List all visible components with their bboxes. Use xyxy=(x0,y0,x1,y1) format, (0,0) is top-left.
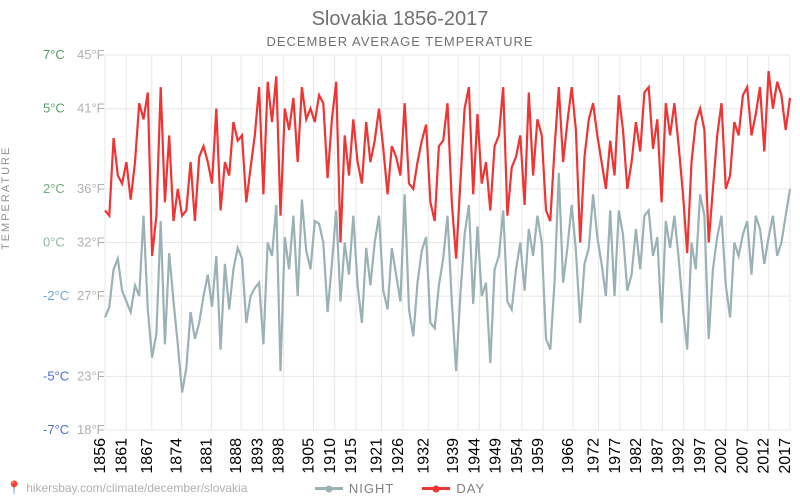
legend-swatch xyxy=(315,487,343,490)
svg-text:0°C: 0°C xyxy=(43,235,65,250)
svg-text:2017: 2017 xyxy=(777,438,794,474)
svg-text:1959: 1959 xyxy=(530,438,547,474)
svg-text:45°F: 45°F xyxy=(77,47,105,62)
series-group xyxy=(105,71,790,392)
legend-item-night: NIGHT xyxy=(315,481,394,496)
attribution-text: hikersbay.com/climate/december/slovakia xyxy=(26,481,247,495)
svg-text:36°F: 36°F xyxy=(77,181,105,196)
svg-text:1939: 1939 xyxy=(445,438,462,474)
svg-text:1982: 1982 xyxy=(628,438,645,474)
svg-text:1898: 1898 xyxy=(271,438,288,474)
svg-text:1926: 1926 xyxy=(390,438,407,474)
legend-swatch xyxy=(422,487,450,490)
svg-text:2°C: 2°C xyxy=(43,181,65,196)
svg-text:1992: 1992 xyxy=(671,438,688,474)
svg-text:1915: 1915 xyxy=(343,438,360,474)
chart-svg: -7°C 18°F -5°C 23°F -2°C 27°F 0°C 32°F 2°C 36°F 5°… xyxy=(0,0,800,500)
svg-text:1997: 1997 xyxy=(692,438,709,474)
series-night xyxy=(105,173,790,393)
svg-text:23°F: 23°F xyxy=(77,368,105,383)
legend-label: NIGHT xyxy=(349,481,394,496)
svg-text:1966: 1966 xyxy=(560,438,577,474)
legend-label: DAY xyxy=(456,481,485,496)
svg-text:1949: 1949 xyxy=(488,438,505,474)
svg-text:32°F: 32°F xyxy=(77,235,105,250)
svg-text:1893: 1893 xyxy=(249,438,266,474)
svg-text:1954: 1954 xyxy=(509,438,526,474)
svg-text:1888: 1888 xyxy=(228,438,245,474)
svg-text:1932: 1932 xyxy=(415,438,432,474)
svg-text:41°F: 41°F xyxy=(77,101,105,116)
svg-text:18°F: 18°F xyxy=(77,422,105,437)
svg-text:1867: 1867 xyxy=(139,438,156,474)
svg-text:1856: 1856 xyxy=(92,438,109,474)
attribution: 📍 hikersbay.com/climate/december/slovaki… xyxy=(6,480,247,496)
chart-container: Slovakia 1856-2017 December average temp… xyxy=(0,0,800,500)
svg-text:27°F: 27°F xyxy=(77,288,105,303)
svg-text:1977: 1977 xyxy=(607,438,624,474)
svg-text:1874: 1874 xyxy=(169,438,186,474)
y-ticks: -7°C 18°F -5°C 23°F -2°C 27°F 0°C 32°F 2°C 36°F 5°… xyxy=(43,47,105,437)
svg-text:1987: 1987 xyxy=(649,438,666,474)
svg-text:2012: 2012 xyxy=(756,438,773,474)
svg-text:-2°C: -2°C xyxy=(43,288,69,303)
svg-text:1921: 1921 xyxy=(369,438,386,474)
svg-text:1944: 1944 xyxy=(466,438,483,474)
svg-text:1881: 1881 xyxy=(198,438,215,474)
svg-text:7°C: 7°C xyxy=(43,47,65,62)
svg-text:2007: 2007 xyxy=(734,438,751,474)
svg-text:2002: 2002 xyxy=(713,438,730,474)
svg-text:5°C: 5°C xyxy=(43,101,65,116)
svg-text:1972: 1972 xyxy=(586,438,603,474)
svg-text:1905: 1905 xyxy=(300,438,317,474)
svg-text:1861: 1861 xyxy=(113,438,130,474)
svg-text:-5°C: -5°C xyxy=(43,368,69,383)
map-pin-icon: 📍 xyxy=(6,480,22,496)
legend-item-day: DAY xyxy=(422,481,485,496)
svg-text:1910: 1910 xyxy=(322,438,339,474)
svg-text:-7°C: -7°C xyxy=(43,422,69,437)
x-ticks: 18561861 1867 1874 1881 18881893 1898 1905 1910… xyxy=(92,438,794,474)
